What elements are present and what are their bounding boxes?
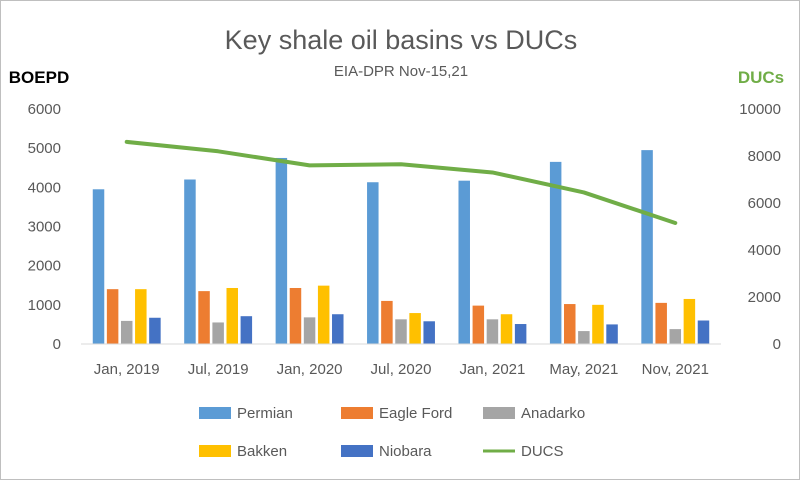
left-axis-ticks: 0 1000 2000 3000 4000 5000 6000: [28, 101, 61, 353]
chart-subtitle: EIA-DPR Nov-15,21: [334, 63, 468, 80]
bar-permian: [458, 180, 470, 344]
bar-bakken: [135, 289, 147, 344]
x-axis-category-label: Jul, 2019: [188, 361, 249, 378]
legend-label: Niobara: [379, 443, 432, 460]
x-axis-category-label: Jan, 2020: [277, 361, 343, 378]
bar-niobara: [332, 314, 344, 344]
right-axis-tick-label: 0: [773, 336, 781, 353]
x-axis-category-label: Jan, 2021: [459, 361, 525, 378]
left-axis-tick-label: 3000: [28, 219, 61, 236]
bar-anadarko: [486, 319, 499, 344]
bar-bakken: [592, 304, 604, 344]
left-axis-unit-label: BOEPD: [9, 68, 69, 87]
left-axis-tick-label: 0: [53, 336, 61, 353]
right-axis-tick-label: 2000: [748, 289, 781, 306]
bar-bakken: [226, 287, 238, 344]
bar-bakken: [683, 298, 696, 344]
bar-anadarko: [395, 319, 407, 344]
legend-swatch: [483, 407, 515, 419]
x-axis-category-label: May, 2021: [549, 361, 618, 378]
bar-bakken: [317, 285, 330, 344]
bar-permian: [549, 161, 562, 344]
bar-eagle-ford: [106, 289, 119, 344]
x-axis-category-label: Nov, 2021: [642, 361, 709, 378]
legend-label: Eagle Ford: [379, 405, 452, 422]
legend-label: DUCS: [521, 443, 564, 460]
legend-swatch: [341, 445, 373, 457]
bar-anadarko: [669, 329, 682, 344]
left-axis-tick-label: 5000: [28, 140, 61, 157]
bar-niobara: [423, 321, 435, 344]
bar-anadarko: [303, 317, 316, 344]
category-labels: Jan, 2019 Jul, 2019 Jan, 2020 Jul, 2020 Jan,…: [94, 361, 709, 378]
bar-permian: [275, 157, 288, 344]
legend-label: Bakken: [237, 443, 287, 460]
bar-bakken: [500, 314, 513, 344]
bar-permian: [184, 179, 196, 344]
x-axis-category-label: Jan, 2019: [94, 361, 160, 378]
bar-niobara: [149, 317, 161, 344]
left-axis-tick-label: 6000: [28, 101, 61, 118]
bar-niobara: [697, 320, 710, 344]
bar-permian: [367, 182, 379, 344]
bar-anadarko: [212, 322, 224, 344]
right-axis-ticks: 0 2000 4000 6000 8000 10000: [739, 101, 781, 353]
legend-swatch: [199, 445, 231, 457]
x-axis-category-label: Jul, 2020: [371, 361, 432, 378]
right-axis-tick-label: 6000: [748, 195, 781, 212]
bar-eagle-ford: [655, 302, 667, 344]
right-axis-unit-label: DUCs: [738, 68, 784, 87]
bar-permian: [92, 189, 105, 344]
right-axis-tick-label: 8000: [748, 148, 781, 165]
legend: Permian Eagle Ford Anadarko Bakken Niobara DU…: [199, 405, 585, 460]
bar-eagle-ford: [472, 305, 485, 344]
right-axis-tick-label: 10000: [739, 101, 781, 118]
bar-eagle-ford: [381, 300, 393, 344]
bar-eagle-ford: [289, 287, 302, 344]
bar-bakken: [409, 313, 421, 344]
line-ducs: [124, 139, 678, 225]
legend-label: Permian: [237, 405, 293, 422]
bar-niobara: [240, 316, 253, 344]
bar-permian: [641, 150, 653, 344]
legend-swatch: [341, 407, 373, 419]
bar-anadarko: [578, 331, 590, 344]
bars-layer: [92, 150, 710, 344]
chart-title: Key shale oil basins vs DUCs: [225, 25, 578, 55]
left-axis-tick-label: 4000: [28, 179, 61, 196]
legend-label: Anadarko: [521, 405, 585, 422]
bar-niobara: [514, 324, 527, 344]
right-axis-tick-label: 4000: [748, 242, 781, 259]
bar-eagle-ford: [564, 304, 576, 344]
line-layer: [124, 139, 678, 225]
bar-niobara: [606, 324, 618, 344]
left-axis-tick-label: 2000: [28, 258, 61, 275]
legend-swatch: [199, 407, 231, 419]
bar-anadarko: [120, 320, 133, 344]
bar-eagle-ford: [198, 291, 210, 344]
left-axis-tick-label: 1000: [28, 297, 61, 314]
